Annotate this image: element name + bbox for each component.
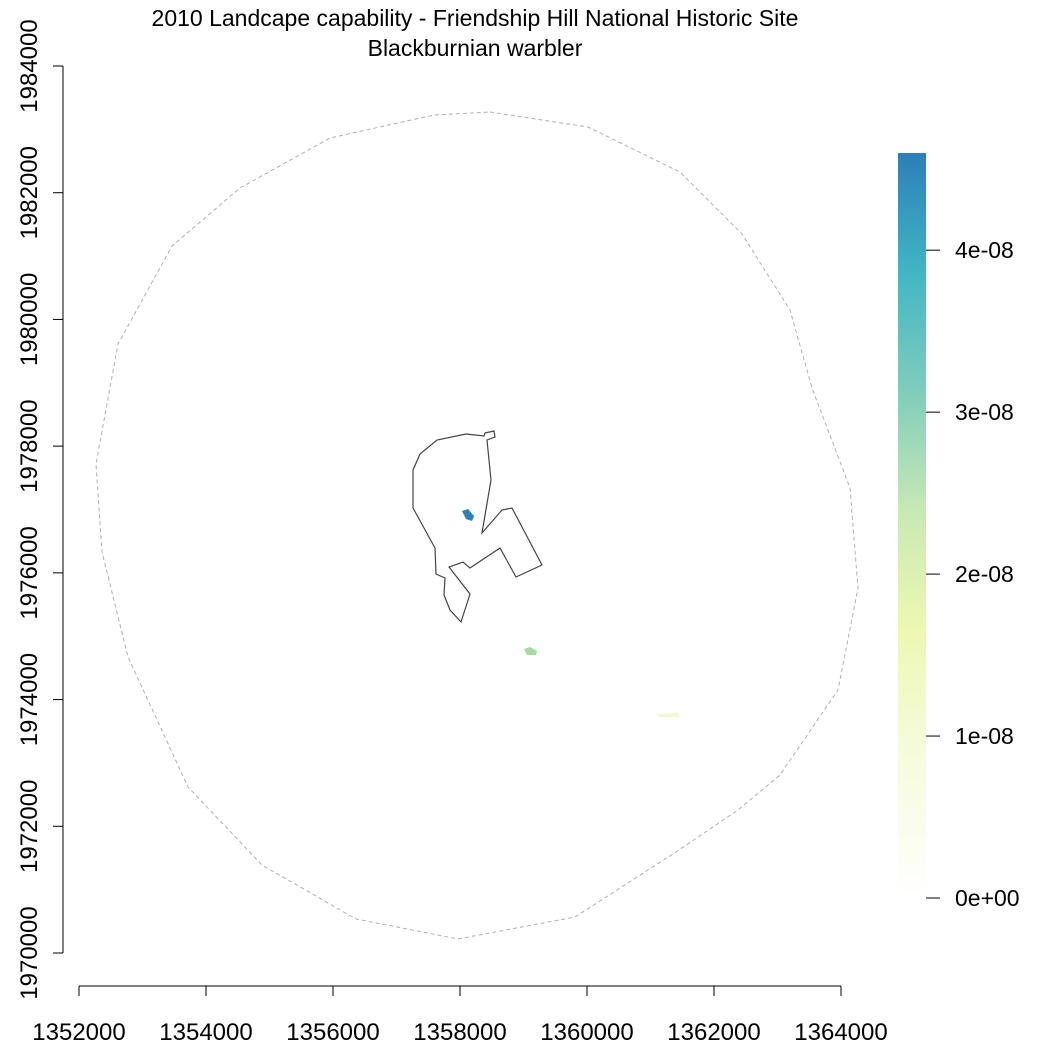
capability-patch-mid (524, 647, 537, 655)
x-tick-label: 1362000 (667, 1019, 760, 1046)
y-tick-label: 1980000 (16, 273, 43, 366)
x-axis: 1352000 1354000 1356000 1358000 1360000 13620… (32, 985, 888, 1046)
chart-subtitle: Blackburnian warbler (367, 35, 583, 61)
capability-patches (462, 509, 680, 717)
x-tick-label: 1356000 (286, 1019, 379, 1046)
legend-color-bar (898, 153, 926, 898)
x-tick-label: 1352000 (32, 1019, 125, 1046)
y-tick-label: 1984000 (16, 19, 43, 112)
capability-patch-low (657, 713, 680, 717)
y-tick-label: 1976000 (16, 526, 43, 619)
y-tick-label: 1978000 (16, 399, 43, 492)
y-tick-label: 1982000 (16, 146, 43, 239)
y-tick-label: 1970000 (16, 906, 43, 999)
y-axis: 1970000 1972000 1974000 1976000 1978000 19800… (16, 19, 64, 1000)
legend-tick-label: 1e-08 (955, 723, 1014, 749)
x-tick-label: 1364000 (794, 1019, 887, 1046)
chart-title: 2010 Landcape capability - Friendship Hi… (151, 5, 799, 31)
y-tick-label: 1972000 (16, 780, 43, 873)
x-tick-label: 1358000 (413, 1019, 506, 1046)
legend-tick-label: 2e-08 (955, 561, 1014, 587)
park-boundary (412, 430, 543, 624)
legend: 0e+00 1e-08 2e-08 3e-08 4e-08 (898, 153, 1020, 911)
buffer-boundary (95, 111, 859, 940)
legend-tick-label: 3e-08 (955, 399, 1014, 425)
legend-tick-label: 0e+00 (955, 885, 1020, 911)
y-tick-label: 1974000 (16, 653, 43, 746)
x-tick-label: 1354000 (159, 1019, 252, 1046)
legend-tick-label: 4e-08 (955, 237, 1014, 263)
x-tick-label: 1360000 (540, 1019, 633, 1046)
capability-patch-high (462, 509, 474, 521)
